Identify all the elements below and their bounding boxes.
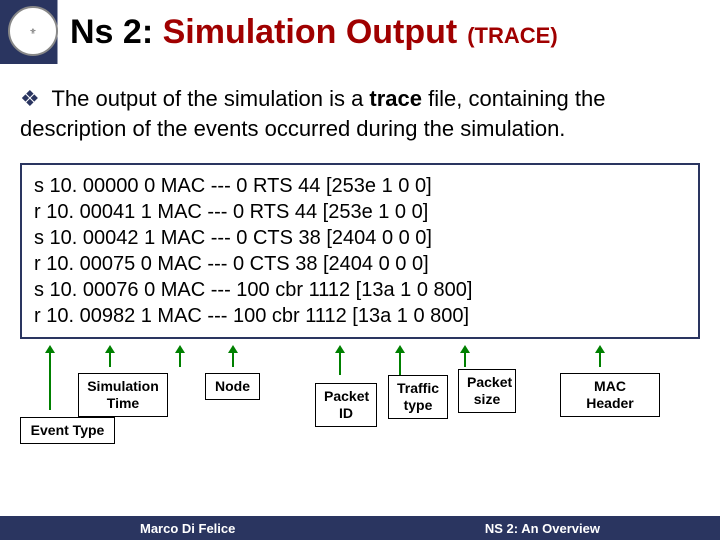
annotation-label: PacketID xyxy=(315,383,377,427)
annotation-label: Traffictype xyxy=(388,375,448,419)
title-prefix: Ns 2: xyxy=(70,13,163,51)
description-paragraph: ❖ The output of the simulation is a trac… xyxy=(20,84,700,143)
slide-title: Ns 2: Simulation Output (TRACE) xyxy=(70,13,558,52)
desc-before: The output of the simulation is a xyxy=(51,86,369,111)
footer-title: NS 2: An Overview xyxy=(485,521,600,536)
slide-header: ⚜ Ns 2: Simulation Output (TRACE) xyxy=(0,0,720,64)
annotation-label: MAC Header xyxy=(560,373,660,417)
slide-footer: Marco Di Felice NS 2: An Overview xyxy=(0,516,720,540)
annotation-label: Packetsize xyxy=(458,369,516,413)
trace-output-box: s 10. 00000 0 MAC --- 0 RTS 44 [253e 1 0… xyxy=(20,163,700,339)
annotation-layer: SimulationTime Node PacketIDTraffictypePac… xyxy=(20,345,700,435)
annotation-label: Node xyxy=(205,373,260,400)
title-suffix: (TRACE) xyxy=(467,23,557,49)
annotation-label: SimulationTime xyxy=(78,373,168,417)
desc-bold: trace xyxy=(369,86,422,111)
title-main: Simulation Output xyxy=(163,13,458,51)
annotation-label: Event Type xyxy=(20,417,115,444)
bullet-icon: ❖ xyxy=(20,86,40,111)
footer-author: Marco Di Felice xyxy=(140,521,235,536)
university-crest-icon: ⚜ xyxy=(8,6,58,56)
